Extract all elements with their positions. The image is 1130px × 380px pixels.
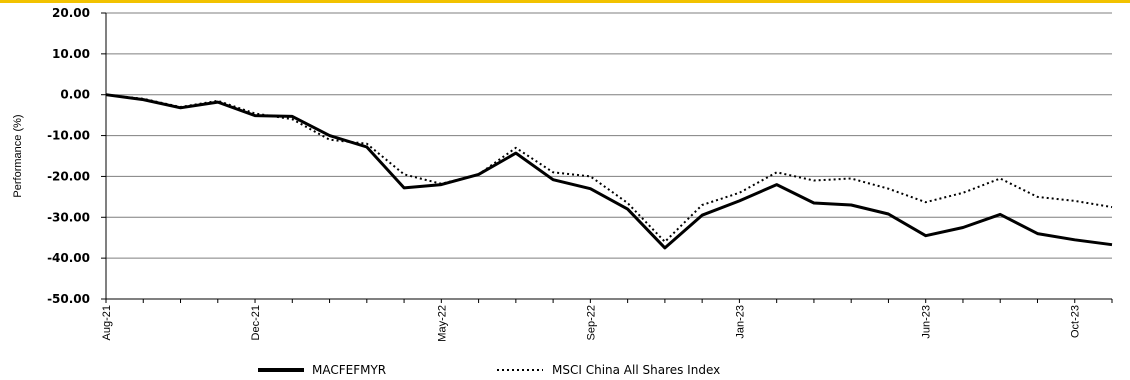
y-tick-label: 20.00 <box>52 6 90 20</box>
y-tick-label: -40.00 <box>47 251 90 265</box>
top-accent-bar <box>0 0 1130 3</box>
gridlines <box>106 12 1112 300</box>
y-tick-label: -20.00 <box>47 169 90 183</box>
y-tick-label: -10.00 <box>47 129 90 143</box>
y-tick-label: -30.00 <box>47 210 90 224</box>
x-tick-labels: Aug-21 Dec-21 May-22 Sep-22 Jan-23 Jun-23 Oct-… <box>101 305 1082 342</box>
x-tick-label: Jun-23 <box>921 305 933 339</box>
axes <box>101 12 1113 303</box>
y-tick-label: 0.00 <box>60 88 90 102</box>
x-tick-label: Sep-22 <box>585 305 597 340</box>
x-tick-label: Jan-23 <box>734 305 746 339</box>
y-axis-label: Performance (%) <box>12 114 24 197</box>
series-lines <box>105 93 1113 250</box>
y-tick-labels: 20.00 10.00 0.00 -10.00 -20.00 -30.00 -40.00 -5… <box>47 6 90 306</box>
y-tick-label: -50.00 <box>47 292 90 306</box>
x-tick-label: Dec-21 <box>250 305 262 340</box>
macfefmyr-series-line <box>105 93 1113 250</box>
legend-label: MSCI China All Shares Index <box>552 363 720 377</box>
y-tick-label: 10.00 <box>52 47 90 61</box>
msci-index-series-line <box>105 93 1113 243</box>
x-tick-label: Oct-23 <box>1070 305 1082 338</box>
legend-label: MACFEFMYR <box>312 363 386 377</box>
x-tick-label: Aug-21 <box>101 305 113 340</box>
x-tick-label: May-22 <box>436 305 448 342</box>
legend: MACFEFMYR MSCI China All Shares Index <box>258 363 720 377</box>
